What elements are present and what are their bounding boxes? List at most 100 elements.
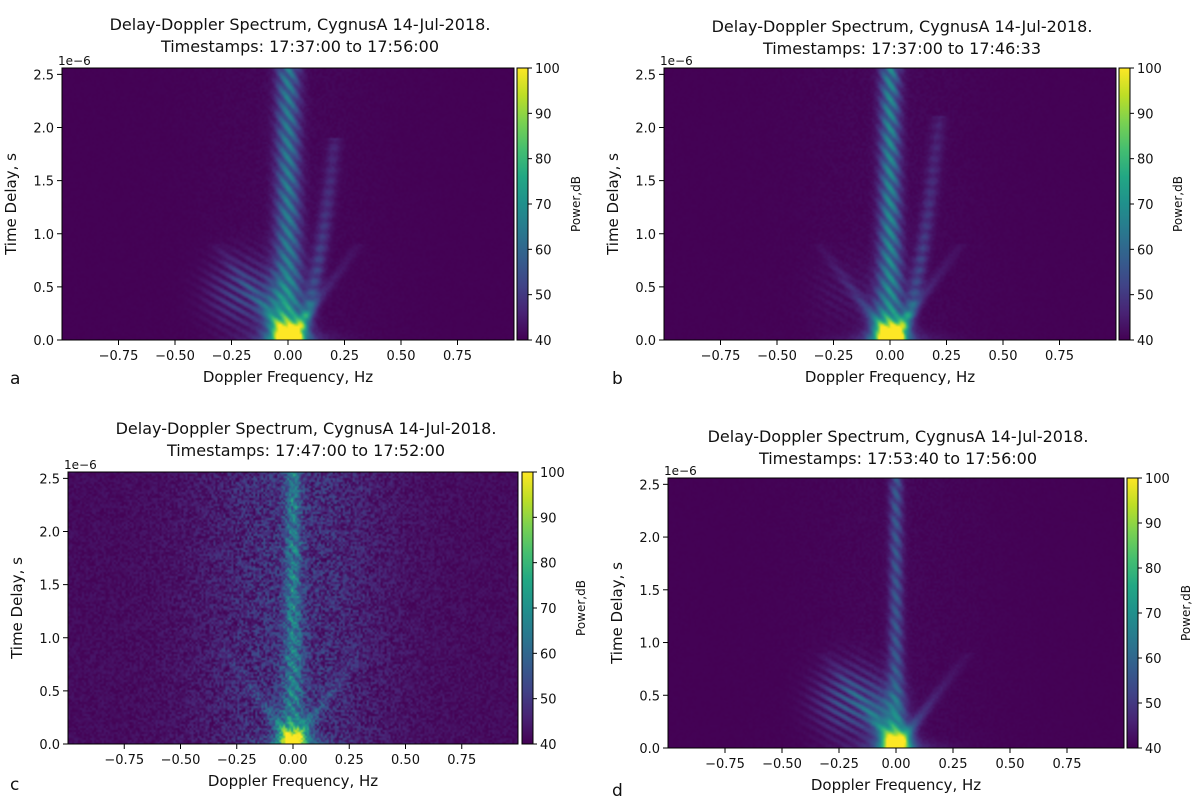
x-tick-label: −0.75: [99, 349, 139, 364]
y-axis-label: Time Delay, s: [2, 153, 20, 256]
colorbar-tick-label: 50: [540, 693, 557, 708]
y-offset-label: 1e−6: [664, 464, 697, 478]
y-tick-label: 1.5: [635, 175, 656, 190]
y-tick-label: 0.0: [635, 334, 656, 349]
y-tick-label: 2.5: [33, 68, 54, 83]
x-tick-label: −0.25: [819, 757, 859, 772]
y-tick-label: 2.5: [639, 478, 660, 493]
colorbar-tick-label: 40: [535, 334, 552, 349]
colorbar-tick-label: 50: [1145, 697, 1162, 712]
x-axis-label: Doppler Frequency, Hz: [203, 368, 373, 386]
colorbar-tick-label: 40: [1145, 742, 1162, 757]
colorbar-tick-label: 40: [1137, 334, 1154, 349]
chart-title: Delay-Doppler Spectrum, CygnusA 14-Jul-2…: [116, 419, 497, 438]
colorbar-tick-label: 60: [1137, 243, 1154, 258]
y-axis-label: Time Delay, s: [608, 562, 626, 665]
y-tick-label: 2.0: [33, 122, 54, 137]
x-tick-label: 0.25: [939, 757, 968, 772]
x-tick-label: 0.25: [335, 753, 364, 768]
x-tick-label: 0.25: [932, 349, 961, 364]
chart-subtitle: Timestamps: 17:47:00 to 17:52:00: [166, 441, 445, 460]
x-axis-label: Doppler Frequency, Hz: [811, 776, 981, 794]
chart-subtitle: Timestamps: 17:37:00 to 17:56:00: [160, 37, 439, 56]
chart-panel-b: Delay-Doppler Spectrum, CygnusA 14-Jul-2…: [604, 17, 1185, 389]
colorbar-tick-label: 80: [1137, 153, 1154, 168]
colorbar-tick-label: 50: [1137, 289, 1154, 304]
x-tick-label: 0.50: [387, 349, 416, 364]
panel-label: d: [612, 781, 623, 801]
x-tick-label: 0.75: [447, 753, 476, 768]
y-offset-label: 1e−6: [58, 54, 91, 68]
y-tick-label: 2.5: [39, 472, 60, 487]
y-tick-label: 0.5: [639, 689, 660, 704]
x-tick-label: −0.50: [161, 753, 201, 768]
y-axis-label: Time Delay, s: [604, 153, 622, 256]
colorbar-tick-label: 80: [1145, 562, 1162, 577]
x-tick-label: 0.75: [443, 349, 472, 364]
y-tick-label: 1.0: [39, 632, 60, 647]
y-axis-label: Time Delay, s: [8, 557, 26, 660]
colorbar: [1118, 67, 1131, 341]
chart-title: Delay-Doppler Spectrum, CygnusA 14-Jul-2…: [110, 15, 491, 34]
colorbar-label: Power,dB: [1171, 176, 1185, 232]
y-tick-label: 0.0: [39, 738, 60, 753]
x-tick-label: 0.00: [876, 349, 905, 364]
y-tick-label: 0.5: [635, 281, 656, 296]
y-tick-label: 0.5: [33, 281, 54, 296]
colorbar-tick-label: 70: [535, 198, 552, 213]
heatmap-image-b: [664, 68, 1116, 340]
panel-label: c: [10, 775, 19, 795]
colorbar-tick-label: 90: [535, 107, 552, 122]
chart-panel-a: Delay-Doppler Spectrum, CygnusA 14-Jul-2…: [2, 15, 583, 389]
colorbar-tick-label: 90: [1145, 517, 1162, 532]
colorbar-tick-label: 100: [540, 466, 565, 481]
panel-label: b: [612, 369, 623, 389]
colorbar-tick-label: 70: [1137, 198, 1154, 213]
x-tick-label: −0.25: [217, 753, 257, 768]
y-offset-label: 1e−6: [660, 54, 693, 68]
colorbar-tick-label: 90: [540, 511, 557, 526]
chart-title: Delay-Doppler Spectrum, CygnusA 14-Jul-2…: [708, 427, 1089, 446]
y-tick-label: 2.0: [639, 531, 660, 546]
x-tick-label: −0.75: [104, 753, 144, 768]
y-tick-label: 2.5: [635, 68, 656, 83]
y-tick-label: 1.0: [635, 228, 656, 243]
chart-panel-d: Delay-Doppler Spectrum, CygnusA 14-Jul-2…: [608, 427, 1193, 801]
colorbar-tick-label: 100: [1137, 62, 1162, 77]
colorbar-tick-label: 100: [1145, 472, 1170, 487]
y-tick-label: 0.0: [639, 742, 660, 757]
x-tick-label: 0.00: [882, 757, 911, 772]
colorbar-tick-label: 50: [535, 289, 552, 304]
colorbar-label: Power,dB: [574, 580, 588, 636]
colorbar-tick-label: 90: [1137, 107, 1154, 122]
y-tick-label: 1.5: [33, 175, 54, 190]
colorbar: [1126, 477, 1139, 749]
y-tick-label: 2.0: [39, 526, 60, 541]
y-tick-label: 1.5: [39, 579, 60, 594]
x-tick-label: 0.50: [391, 753, 420, 768]
y-tick-label: 0.0: [33, 334, 54, 349]
x-tick-label: −0.25: [212, 349, 252, 364]
panel-label: a: [10, 369, 20, 389]
x-tick-label: −0.50: [757, 349, 797, 364]
y-tick-label: 1.5: [639, 584, 660, 599]
colorbar-tick-label: 70: [540, 602, 557, 617]
heatmap-image-c: [68, 472, 518, 744]
x-tick-label: −0.50: [762, 757, 802, 772]
x-tick-label: 0.75: [1053, 757, 1082, 772]
x-tick-label: −0.75: [705, 757, 745, 772]
colorbar-tick-label: 40: [540, 738, 557, 753]
colorbar: [521, 471, 534, 745]
x-axis-label: Doppler Frequency, Hz: [208, 772, 378, 790]
x-tick-label: −0.75: [701, 349, 741, 364]
colorbar-tick-label: 70: [1145, 607, 1162, 622]
heatmap-image-a: [62, 68, 514, 340]
colorbar-tick-label: 100: [535, 62, 560, 77]
x-tick-label: 0.00: [279, 753, 308, 768]
y-tick-label: 0.5: [39, 685, 60, 700]
colorbar-tick-label: 60: [535, 243, 552, 258]
colorbar-label: Power,dB: [569, 176, 583, 232]
x-tick-label: 0.75: [1045, 349, 1074, 364]
chart-panel-c: Delay-Doppler Spectrum, CygnusA 14-Jul-2…: [8, 419, 588, 795]
